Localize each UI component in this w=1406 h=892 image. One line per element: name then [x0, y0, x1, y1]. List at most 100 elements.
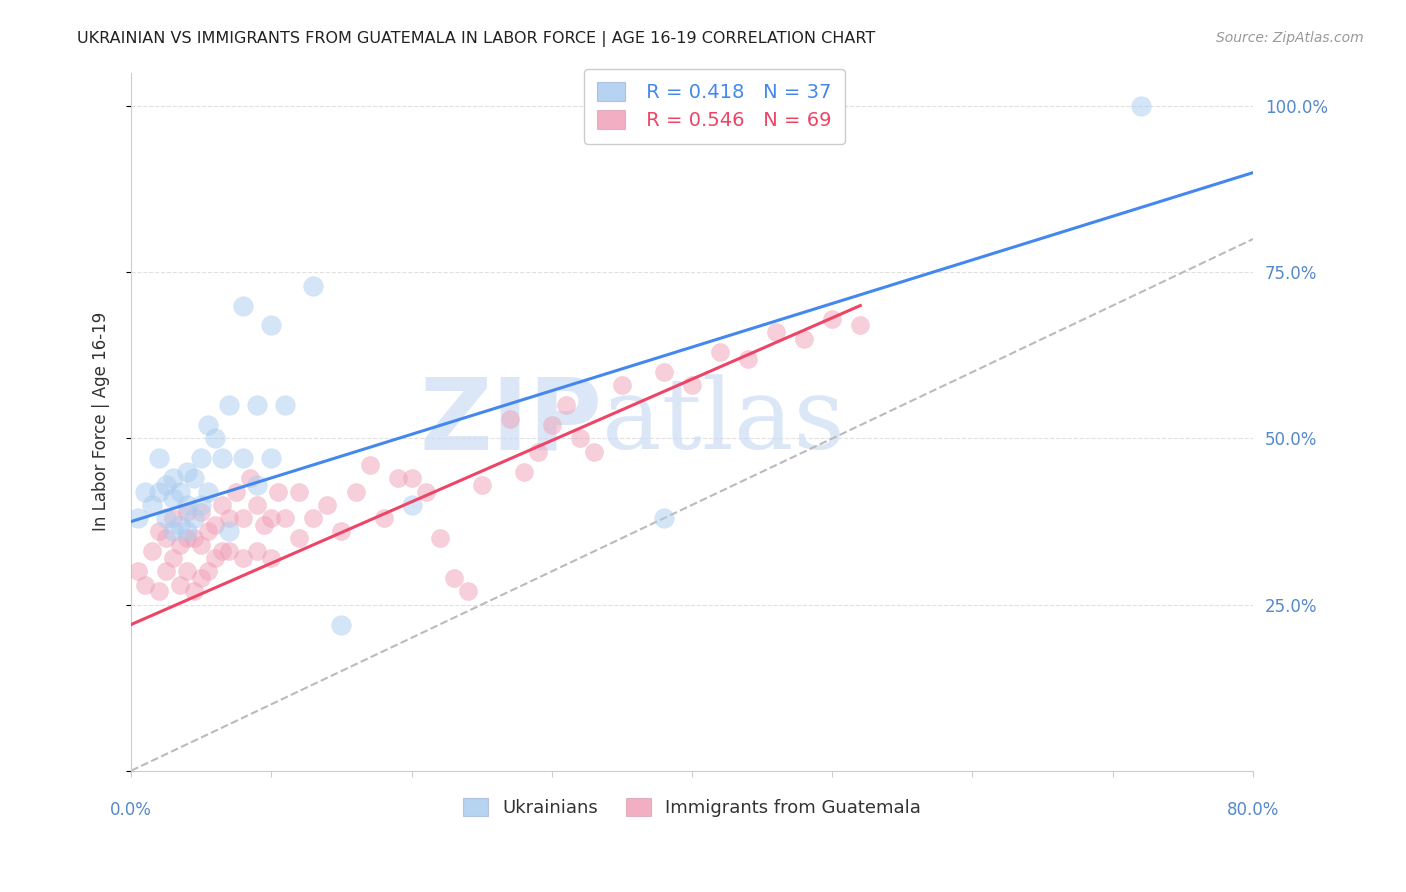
Point	[849, 318, 872, 333]
Point	[401, 471, 423, 485]
Point	[176, 524, 198, 539]
Point	[169, 538, 191, 552]
Point	[204, 517, 226, 532]
Point	[176, 531, 198, 545]
Point	[176, 504, 198, 518]
Point	[141, 544, 163, 558]
Point	[169, 577, 191, 591]
Legend: Ukrainians, Immigrants from Guatemala: Ukrainians, Immigrants from Guatemala	[456, 791, 928, 824]
Point	[148, 451, 170, 466]
Point	[232, 451, 254, 466]
Point	[204, 551, 226, 566]
Point	[190, 571, 212, 585]
Text: 0.0%: 0.0%	[110, 801, 152, 819]
Point	[218, 524, 240, 539]
Point	[246, 398, 269, 412]
Point	[197, 418, 219, 433]
Point	[681, 378, 703, 392]
Text: Source: ZipAtlas.com: Source: ZipAtlas.com	[1216, 31, 1364, 45]
Point	[499, 411, 522, 425]
Point	[652, 365, 675, 379]
Point	[190, 504, 212, 518]
Point	[344, 484, 367, 499]
Point	[387, 471, 409, 485]
Point	[253, 517, 276, 532]
Point	[610, 378, 633, 392]
Point	[359, 458, 381, 472]
Point	[162, 551, 184, 566]
Y-axis label: In Labor Force | Age 16-19: In Labor Force | Age 16-19	[93, 312, 110, 532]
Point	[540, 418, 562, 433]
Point	[211, 498, 233, 512]
Point	[246, 478, 269, 492]
Point	[197, 565, 219, 579]
Point	[162, 491, 184, 506]
Point	[127, 565, 149, 579]
Point	[190, 498, 212, 512]
Point	[267, 484, 290, 499]
Point	[737, 351, 759, 366]
Point	[288, 531, 311, 545]
Point	[793, 332, 815, 346]
Point	[225, 484, 247, 499]
Point	[302, 278, 325, 293]
Point	[176, 565, 198, 579]
Point	[148, 484, 170, 499]
Point	[183, 584, 205, 599]
Point	[260, 511, 283, 525]
Point	[218, 511, 240, 525]
Point	[155, 478, 177, 492]
Point	[176, 465, 198, 479]
Point	[821, 311, 844, 326]
Point	[211, 451, 233, 466]
Text: UKRAINIAN VS IMMIGRANTS FROM GUATEMALA IN LABOR FORCE | AGE 16-19 CORRELATION CH: UKRAINIAN VS IMMIGRANTS FROM GUATEMALA I…	[77, 31, 876, 47]
Text: ZIP: ZIP	[419, 374, 602, 470]
Point	[204, 432, 226, 446]
Point	[302, 511, 325, 525]
Point	[765, 325, 787, 339]
Point	[527, 444, 550, 458]
Point	[246, 544, 269, 558]
Point	[554, 398, 576, 412]
Point	[1129, 99, 1152, 113]
Point	[246, 498, 269, 512]
Point	[197, 484, 219, 499]
Point	[373, 511, 395, 525]
Point	[415, 484, 437, 499]
Point	[232, 511, 254, 525]
Text: atlas: atlas	[602, 374, 845, 470]
Point	[148, 524, 170, 539]
Point	[190, 451, 212, 466]
Point	[155, 531, 177, 545]
Point	[176, 498, 198, 512]
Point	[316, 498, 339, 512]
Point	[134, 577, 156, 591]
Point	[652, 511, 675, 525]
Point	[232, 551, 254, 566]
Point	[162, 524, 184, 539]
Point	[260, 318, 283, 333]
Point	[443, 571, 465, 585]
Point	[582, 444, 605, 458]
Point	[330, 524, 353, 539]
Point	[211, 544, 233, 558]
Point	[162, 511, 184, 525]
Point	[239, 471, 262, 485]
Point	[457, 584, 479, 599]
Point	[134, 484, 156, 499]
Point	[162, 471, 184, 485]
Point	[709, 345, 731, 359]
Point	[401, 498, 423, 512]
Point	[232, 299, 254, 313]
Point	[513, 465, 536, 479]
Point	[197, 524, 219, 539]
Point	[183, 471, 205, 485]
Point	[183, 531, 205, 545]
Point	[127, 511, 149, 525]
Point	[471, 478, 494, 492]
Text: 80.0%: 80.0%	[1227, 801, 1279, 819]
Point	[429, 531, 451, 545]
Point	[218, 398, 240, 412]
Point	[288, 484, 311, 499]
Point	[260, 551, 283, 566]
